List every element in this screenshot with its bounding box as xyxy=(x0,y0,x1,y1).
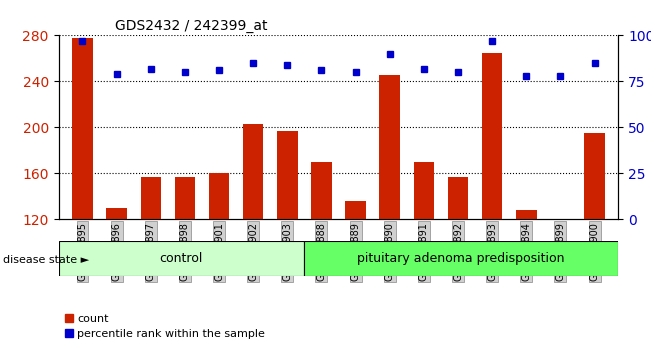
Bar xyxy=(413,162,434,219)
Bar xyxy=(106,208,127,219)
Text: GDS2432 / 242399_at: GDS2432 / 242399_at xyxy=(115,19,267,33)
Bar xyxy=(277,131,298,219)
Bar xyxy=(345,201,366,219)
Bar xyxy=(516,210,536,219)
Bar xyxy=(585,133,605,219)
Bar xyxy=(550,219,571,228)
Bar xyxy=(174,177,195,219)
Text: pituitary adenoma predisposition: pituitary adenoma predisposition xyxy=(357,252,564,265)
Bar xyxy=(448,177,468,219)
Bar xyxy=(311,162,332,219)
Bar xyxy=(380,74,400,219)
Text: control: control xyxy=(159,252,202,265)
Text: disease state ►: disease state ► xyxy=(3,255,89,265)
FancyBboxPatch shape xyxy=(59,241,303,276)
Bar xyxy=(482,53,503,219)
FancyBboxPatch shape xyxy=(303,241,618,276)
Bar xyxy=(141,177,161,219)
Legend: count, percentile rank within the sample: count, percentile rank within the sample xyxy=(64,314,266,339)
Bar xyxy=(209,173,229,219)
Bar xyxy=(243,124,264,219)
Bar xyxy=(72,38,92,219)
